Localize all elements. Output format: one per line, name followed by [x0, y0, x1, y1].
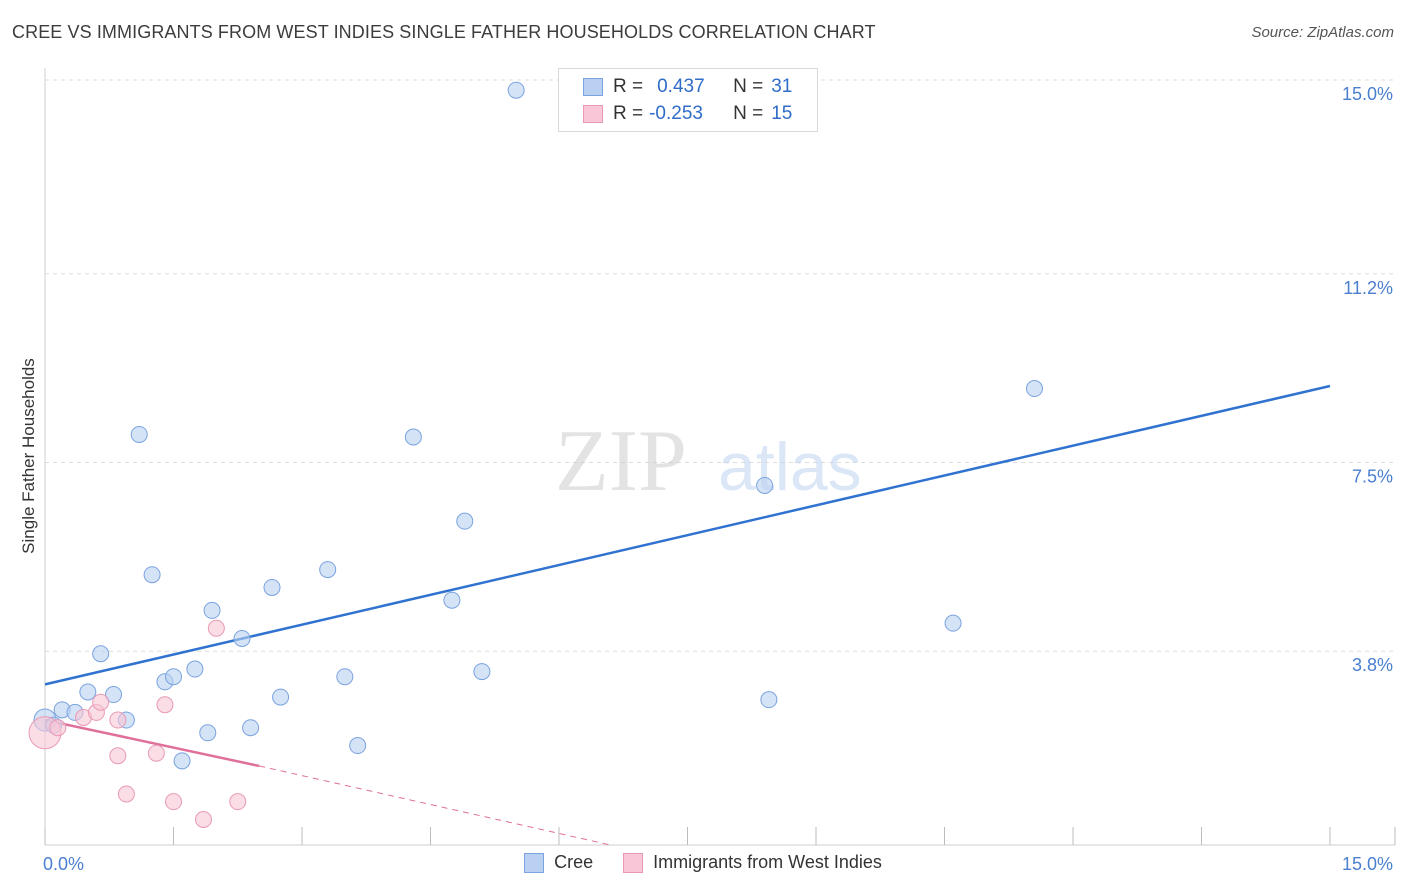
- watermark-atlas: atlas: [718, 429, 862, 505]
- point-cree: [760, 691, 778, 709]
- point-cree: [199, 724, 217, 742]
- point-west-indies: [117, 785, 135, 803]
- y-axis-label: Single Father Households: [19, 358, 38, 554]
- point-cree: [272, 688, 290, 706]
- stats-legend: R = 0.437 N = 31 R = -0.253 N = 15: [558, 68, 818, 132]
- legend-r-label: R =: [613, 76, 644, 97]
- y-tick-label: 15.0%: [1342, 84, 1393, 104]
- point-cree: [456, 512, 474, 530]
- legend-swatch-cree: [583, 78, 603, 96]
- legend-n-label: N =: [733, 103, 764, 124]
- legend-row-west-indies: R = -0.253 N = 15: [583, 101, 792, 127]
- watermark: ZIP atlas: [555, 413, 862, 510]
- point-cree: [130, 425, 148, 443]
- y-tick-labels: 3.8% 7.5% 11.2% 15.0%: [1342, 84, 1393, 675]
- point-cree: [165, 668, 182, 686]
- point-cree: [336, 668, 354, 686]
- point-cree: [507, 81, 525, 99]
- point-cree: [263, 578, 281, 596]
- y-tick-label: 11.2%: [1343, 278, 1393, 298]
- point-west-indies: [156, 696, 174, 714]
- legend-r-value: -0.253: [649, 103, 703, 124]
- point-west-indies: [109, 747, 127, 765]
- y-tick-label: 3.8%: [1352, 655, 1393, 675]
- x-tick-labels: 0.0% 15.0%: [43, 854, 1393, 874]
- x-tick-label: 0.0%: [43, 854, 84, 874]
- legend-r-value: 0.437: [657, 76, 705, 97]
- point-west-indies: [165, 793, 182, 811]
- chart-title: CREE VS IMMIGRANTS FROM WEST INDIES SING…: [12, 22, 876, 42]
- point-cree: [756, 476, 774, 494]
- series-legend: Cree Immigrants from West Indies: [0, 852, 1406, 873]
- legend-swatch-west-indies: [583, 105, 603, 123]
- legend-n-value: 15: [771, 103, 793, 124]
- point-cree: [404, 428, 422, 446]
- point-west-indies: [194, 811, 212, 828]
- point-cree: [242, 719, 260, 737]
- point-cree: [1025, 380, 1043, 398]
- series-legend-west-indies[interactable]: Immigrants from West Indies: [623, 852, 882, 873]
- point-west-indies: [109, 711, 127, 729]
- point-west-indies: [207, 619, 225, 637]
- point-west-indies: [147, 744, 165, 762]
- point-cree: [143, 566, 161, 584]
- point-cree: [443, 591, 461, 609]
- legend-n-value: 31: [771, 76, 793, 97]
- point-cree: [92, 645, 110, 663]
- point-cree: [944, 614, 962, 632]
- trend-line-west-indies: [44, 718, 260, 768]
- series-label-west-indies: Immigrants from West Indies: [653, 852, 882, 872]
- legend-row-cree: R = 0.437 N = 31: [583, 74, 792, 100]
- point-cree: [79, 683, 97, 701]
- point-west-indies: [229, 793, 247, 811]
- point-cree: [319, 561, 337, 579]
- series-label-cree: Cree: [554, 852, 594, 872]
- data-points: [28, 81, 1043, 828]
- point-cree: [105, 686, 123, 704]
- watermark-zip: ZIP: [555, 413, 687, 510]
- trend-lines: [44, 384, 1331, 846]
- legend-r-label: R =: [613, 103, 644, 124]
- legend-n-label: N =: [733, 76, 764, 97]
- point-cree: [349, 737, 367, 755]
- point-west-indies: [49, 719, 67, 737]
- trend-extension-west-indies: [259, 765, 611, 846]
- point-cree: [233, 629, 251, 647]
- y-tick-label: 7.5%: [1352, 467, 1393, 487]
- series-swatch-west-indies: [623, 852, 644, 873]
- point-cree: [473, 663, 491, 681]
- point-cree: [186, 660, 204, 678]
- point-west-indies: [92, 693, 110, 711]
- x-tick-label: 15.0%: [1342, 854, 1393, 874]
- trend-line-cree: [44, 384, 1331, 686]
- grid-lines: [45, 79, 1395, 652]
- source-label: Source: ZipAtlas.com: [1251, 24, 1394, 41]
- series-legend-cree[interactable]: Cree: [524, 852, 593, 873]
- series-swatch-cree: [524, 852, 545, 873]
- point-cree: [173, 752, 191, 770]
- point-cree: [203, 601, 221, 619]
